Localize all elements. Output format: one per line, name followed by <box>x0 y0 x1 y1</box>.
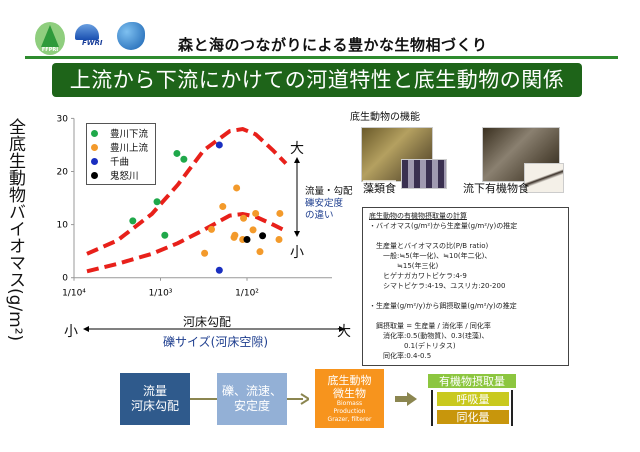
flow-gradient-note: 流量・勾配 礫安定度 の違い <box>305 186 353 221</box>
data-point <box>219 203 227 211</box>
data-point <box>215 266 223 274</box>
calc-line: 消化率:0.5(動物質)、0.3(珪藻)、 <box>369 332 489 340</box>
arrow-icon <box>287 393 309 405</box>
x-tick-label: 1/10² <box>235 289 259 299</box>
photo-label-algae: 藻類食 <box>363 180 396 196</box>
calc-line: 同化率:0.4-0.5 <box>369 352 432 360</box>
data-point <box>256 248 264 256</box>
subtitle: 森と海のつながりによる豊かな生物相づくり <box>178 36 488 54</box>
calc-line: 餌摂取量 = 生産量 / 消化率 / 同化率 <box>369 322 491 330</box>
flow-box-gravel: 礫、流速、 安定度 <box>217 373 287 425</box>
gravel-size-label: 礫サイズ(河床空隙) <box>163 335 269 349</box>
data-point <box>208 225 216 233</box>
data-point <box>252 209 260 217</box>
assimilation-box: 同化量 <box>437 410 509 424</box>
chart-legend: 豊川下流 豊川上流 千曲 鬼怒川 <box>86 123 156 185</box>
x-tick-label: 1/10³ <box>149 289 173 299</box>
flow-box-discharge: 流量 河床勾配 <box>120 373 190 425</box>
calc-line: 0.1(デトリタス) <box>369 342 456 350</box>
label-big: 大 <box>290 141 304 157</box>
wave-logo <box>117 22 145 50</box>
function-title: 底生動物の機能 <box>350 112 420 123</box>
calc-line: ・生産量(g/m²/y)から餌摂取量(g/m²/y)の推定 <box>369 302 517 310</box>
y-tick-label: 10 <box>57 221 69 231</box>
double-arrow-icon <box>294 157 300 237</box>
thick-arrow-icon <box>395 392 417 406</box>
y-tick-label: 30 <box>57 114 69 124</box>
bracket <box>431 390 513 426</box>
trend-curve-lower <box>86 211 287 274</box>
calc-line: ≒15(年三化) <box>369 262 439 270</box>
connector-line <box>190 398 217 400</box>
y-tick-label: 0 <box>62 274 68 284</box>
grazer-photo <box>401 159 447 189</box>
axis-small: 小 <box>64 324 78 340</box>
larva-photo <box>524 163 564 193</box>
legend-item: 豊川下流 <box>91 126 151 140</box>
data-point <box>231 231 239 239</box>
data-point <box>161 231 169 239</box>
legend-item: 豊川上流 <box>91 140 151 154</box>
calc-line: ヒゲナガカワトビケラ:4-9 <box>369 272 467 280</box>
horizontal-arrow-icon <box>83 326 345 332</box>
data-point <box>215 141 223 149</box>
data-point <box>275 235 283 243</box>
divider <box>25 56 618 59</box>
calc-line <box>369 311 562 321</box>
x-axis-label: 河床勾配 <box>183 315 232 329</box>
data-point <box>233 184 241 192</box>
y-axis-label: 全底生動物バイオマス(g/m²) <box>5 118 25 342</box>
calc-line: シマトビケラ:4-19、ユスリカ:20-200 <box>369 282 506 290</box>
page-title: 上流から下流にかけての河道特性と底生動物の関係 <box>52 63 582 97</box>
data-point <box>276 209 284 217</box>
data-point <box>243 235 251 243</box>
data-point <box>259 232 267 240</box>
legend-item: 千曲 <box>91 154 151 168</box>
ffpri-logo: FFPRI <box>35 22 65 55</box>
x-tick-label: 1/10⁴ <box>62 289 86 299</box>
label-small: 小 <box>290 245 304 261</box>
data-point <box>240 214 248 222</box>
data-point <box>201 249 209 257</box>
data-point <box>180 155 188 163</box>
fwri-logo: FWRI <box>72 24 106 48</box>
calc-line: ・バイオマス(g/m²)から生産量(g/m²/y)の推定 <box>369 222 518 230</box>
respiration-box: 呼吸量 <box>437 392 509 406</box>
calc-line <box>369 291 562 301</box>
photo-label-detritus: 流下有機物食 <box>463 182 529 195</box>
calc-line <box>369 231 562 241</box>
data-point <box>153 198 161 206</box>
data-point <box>173 149 181 157</box>
trend-curve-upper <box>86 126 288 256</box>
calc-line: 一般:≒5(年一化)、≒10(年二化)、 <box>369 252 492 260</box>
calculation-box: 底生動物の有機物摂取量の計算 ・バイオマス(g/m²)から生産量(g/m²/y)… <box>362 207 569 366</box>
scatter-chart: 0 10 20 30 1/10⁴ 1/10³ 1/10² <box>57 114 332 299</box>
flow-box-benthos: 底生動物 微生物 Biomass Production Grazer, filtere… <box>315 369 384 428</box>
data-point <box>129 217 137 225</box>
intake-title: 有機物摂取量 <box>428 374 516 388</box>
data-point <box>249 226 257 234</box>
y-tick-label: 20 <box>57 168 69 178</box>
legend-item: 鬼怒川 <box>91 168 151 182</box>
calc-line: 生産量とバイオマスの比(P/B ratio) <box>369 242 489 250</box>
axis-big: 大 <box>337 324 351 340</box>
